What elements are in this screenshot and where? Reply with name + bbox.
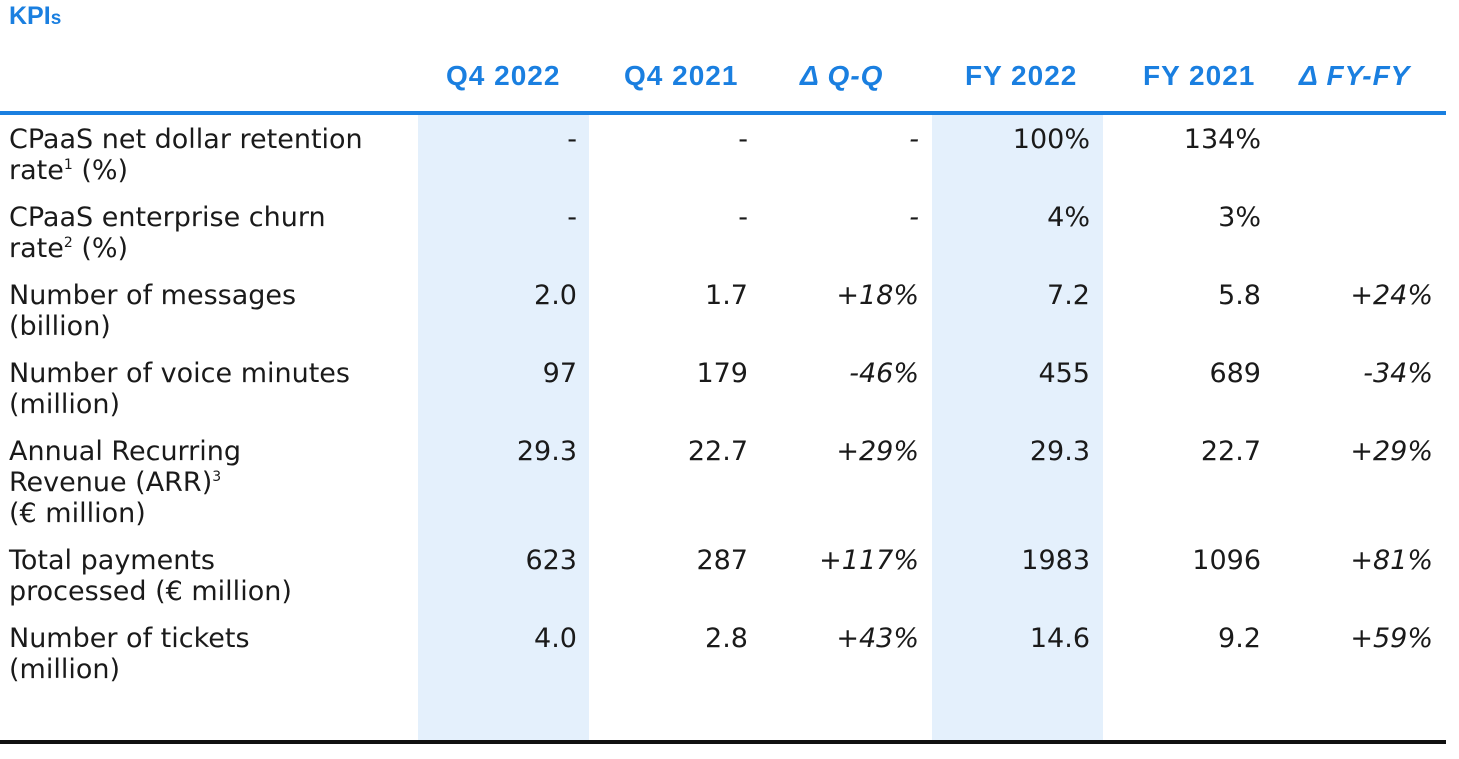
cell-fy-2021: 3% [1218, 202, 1261, 233]
cell-q4-2022: 97 [542, 358, 577, 389]
cell-fy-2021: 22.7 [1200, 436, 1261, 467]
cell-fy-2021: 134% [1183, 124, 1261, 155]
cell-fy-2022: 7.2 [1047, 280, 1090, 311]
cell-q4-2021: 22.7 [687, 436, 748, 467]
header-q4-2022: Q4 2022 [446, 60, 561, 91]
cell-q4-2021: 179 [696, 358, 748, 389]
header-fy-2021: FY 2021 [1143, 60, 1256, 91]
cell-q4-2021: - [738, 124, 748, 155]
cell-delta-fyfy: +24% [1350, 280, 1433, 311]
header-delta-qq: Δ Q-Q [800, 60, 884, 91]
row-label: Total payments processed (€ million) [9, 545, 292, 607]
cell-fy-2022: 14.6 [1029, 623, 1090, 654]
cell-q4-2022: - [567, 202, 577, 233]
cell-fy-2022: 1983 [1021, 545, 1090, 576]
cell-q4-2022: 623 [525, 545, 577, 576]
cell-q4-2022: 2.0 [534, 280, 577, 311]
row-label: CPaaS enterprise churn rate2 (%) [9, 202, 326, 264]
cell-delta-fyfy: +59% [1350, 623, 1433, 654]
cell-q4-2022: - [567, 124, 577, 155]
cell-fy-2021: 9.2 [1218, 623, 1261, 654]
cell-fy-2022: 29.3 [1029, 436, 1090, 467]
cell-fy-2022: 4% [1047, 202, 1090, 233]
header-q4-2021: Q4 2021 [624, 60, 739, 91]
cell-delta-qq: - [909, 202, 919, 233]
cell-fy-2022: 100% [1012, 124, 1090, 155]
cell-q4-2021: 2.8 [705, 623, 748, 654]
table-bottom-rule [0, 740, 1446, 744]
cell-delta-qq: -46% [849, 358, 919, 389]
cell-fy-2021: 5.8 [1218, 280, 1261, 311]
cell-delta-qq: - [909, 124, 919, 155]
cell-delta-fyfy: +81% [1350, 545, 1433, 576]
cell-q4-2022: 29.3 [516, 436, 577, 467]
cell-fy-2021: 1096 [1192, 545, 1261, 576]
header-rule [0, 111, 1446, 115]
cell-delta-qq: +29% [836, 436, 919, 467]
fy-2022-column-highlight [932, 114, 1103, 741]
header-delta-fyfy: Δ FY-FY [1299, 60, 1411, 91]
cell-q4-2022: 4.0 [534, 623, 577, 654]
row-label: CPaaS net dollar retention rate1 (%) [9, 124, 363, 186]
row-label: Number of tickets (million) [9, 623, 250, 685]
cell-delta-qq: +43% [836, 623, 919, 654]
row-label: Number of voice minutes (million) [9, 358, 350, 420]
row-label: Annual Recurring Revenue (ARR)3 (€ million… [9, 436, 242, 529]
cell-delta-fyfy: -34% [1363, 358, 1433, 389]
page-title: KPIs [9, 2, 62, 30]
header-fy-2022: FY 2022 [965, 60, 1078, 91]
cell-delta-fyfy: +29% [1350, 436, 1433, 467]
cell-q4-2021: 1.7 [705, 280, 748, 311]
cell-fy-2021: 689 [1209, 358, 1261, 389]
cell-delta-qq: +117% [819, 545, 919, 576]
q4-2022-column-highlight [418, 114, 589, 741]
row-label: Number of messages (billion) [9, 280, 297, 342]
cell-fy-2022: 455 [1038, 358, 1090, 389]
cell-q4-2021: 287 [696, 545, 748, 576]
cell-q4-2021: - [738, 202, 748, 233]
cell-delta-qq: +18% [836, 280, 919, 311]
